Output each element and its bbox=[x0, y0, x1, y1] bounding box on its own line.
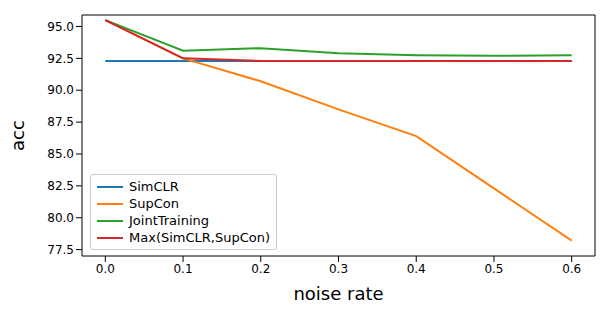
svg-text:0.2: 0.2 bbox=[251, 262, 270, 276]
svg-text:0.6: 0.6 bbox=[562, 262, 581, 276]
svg-text:87.5: 87.5 bbox=[47, 115, 74, 129]
svg-text:0.3: 0.3 bbox=[329, 262, 348, 276]
svg-text:77.5: 77.5 bbox=[47, 243, 74, 257]
html-text:JointTraining: JointTraining bbox=[129, 213, 209, 228]
html-text:Max(SimCLR,SupCon): Max(SimCLR,SupCon) bbox=[129, 230, 270, 245]
svg-text:0.4: 0.4 bbox=[407, 262, 426, 276]
svg-text:noise rate: noise rate bbox=[293, 283, 383, 304]
svg-text:90.0: 90.0 bbox=[47, 83, 74, 97]
svg-text:85.0: 85.0 bbox=[47, 147, 74, 161]
svg-text:82.5: 82.5 bbox=[47, 179, 74, 193]
html-text:SupCon: SupCon bbox=[129, 196, 179, 211]
svg-text:95.0: 95.0 bbox=[47, 20, 74, 34]
svg-text:80.0: 80.0 bbox=[47, 211, 74, 225]
svg-text:92.5: 92.5 bbox=[47, 52, 74, 66]
svg-text:0.1: 0.1 bbox=[173, 262, 192, 276]
svg-text:acc: acc bbox=[8, 120, 28, 151]
svg-text:0.0: 0.0 bbox=[96, 262, 115, 276]
svg-text:0.5: 0.5 bbox=[484, 262, 503, 276]
html-text:SimCLR: SimCLR bbox=[129, 179, 179, 194]
